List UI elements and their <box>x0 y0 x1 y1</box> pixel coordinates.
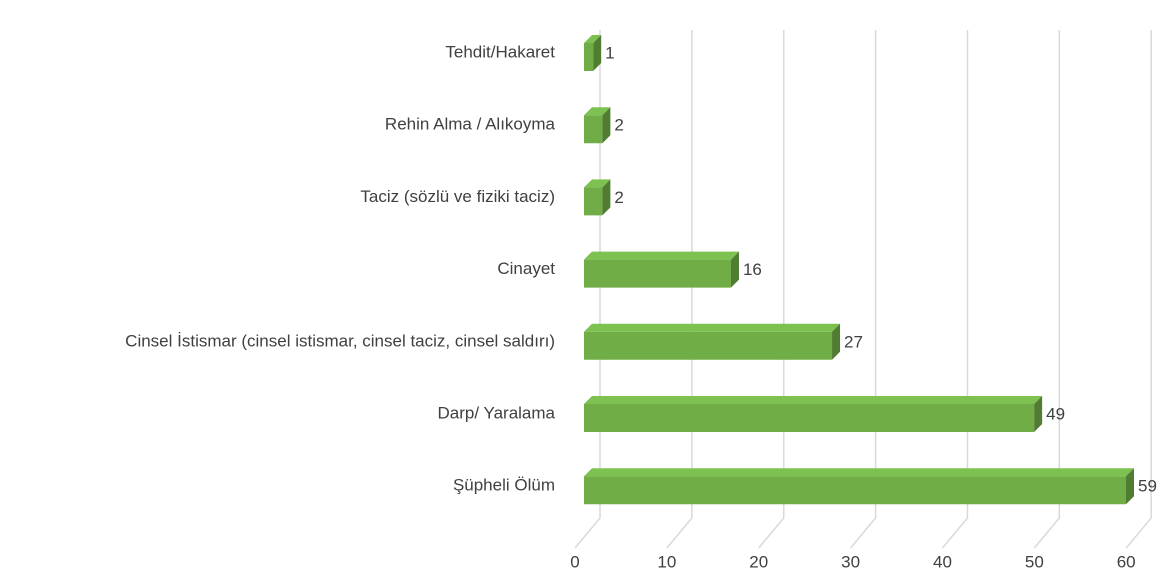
bar-side <box>602 179 611 216</box>
value-label: 27 <box>844 332 863 351</box>
bar-top <box>584 251 739 260</box>
bar-side <box>593 35 602 71</box>
y-tick-label: Taciz (sözlü ve fiziki taciz) <box>360 187 555 206</box>
y-tick-label: Cinayet <box>497 259 555 278</box>
value-label: 2 <box>614 116 623 135</box>
value-label: 2 <box>614 188 623 207</box>
bar-top <box>584 35 602 43</box>
y-tick-label: Cinsel İstismar (cinsel istismar, cinsel… <box>125 331 555 350</box>
y-tick-label: Darp/ Yaralama <box>438 403 556 422</box>
bar-top <box>584 179 611 188</box>
grid-line <box>666 30 693 549</box>
value-label: 1 <box>605 43 614 62</box>
bar <box>584 323 841 360</box>
bar-side <box>1126 468 1134 505</box>
x-tick-label: 60 <box>1117 552 1136 571</box>
bar-front <box>584 43 594 71</box>
bar <box>584 396 1043 432</box>
x-tick-label: 30 <box>841 552 860 571</box>
bar <box>584 179 611 216</box>
value-label: 49 <box>1046 404 1065 423</box>
bar-front <box>584 476 1126 505</box>
x-tick-label: 20 <box>749 552 768 571</box>
bar-front <box>584 115 603 144</box>
grid-line <box>1033 30 1061 549</box>
grid-line <box>758 30 785 549</box>
bar-side <box>602 107 611 144</box>
bar-top <box>584 323 841 332</box>
y-tick-label: Şüpheli Ölüm <box>453 476 555 495</box>
value-label: 16 <box>743 260 762 279</box>
x-tick-label: 10 <box>657 552 676 571</box>
grid-line <box>1125 30 1152 549</box>
bar-top <box>584 396 1043 404</box>
bar-top <box>584 107 611 116</box>
bar <box>584 251 739 288</box>
y-tick-label: Rehin Alma / Alıkoyma <box>385 115 556 134</box>
bar-side <box>1034 396 1043 432</box>
bar-front <box>584 404 1035 432</box>
grid-line <box>850 30 877 549</box>
bar-top <box>584 468 1134 477</box>
bar-front <box>584 259 731 288</box>
grid-line <box>941 30 969 549</box>
bar-side <box>832 323 841 360</box>
value-label: 59 <box>1138 477 1157 496</box>
bar-front <box>584 331 833 360</box>
bar <box>584 35 602 71</box>
x-tick-label: 0 <box>570 552 579 571</box>
y-tick-label: Tehdit/Hakaret <box>445 42 555 61</box>
bar <box>584 468 1134 505</box>
bar-front <box>584 187 603 216</box>
bar-side <box>730 251 739 288</box>
x-tick-label: 50 <box>1025 552 1044 571</box>
x-tick-label: 40 <box>933 552 952 571</box>
bar <box>584 107 611 144</box>
